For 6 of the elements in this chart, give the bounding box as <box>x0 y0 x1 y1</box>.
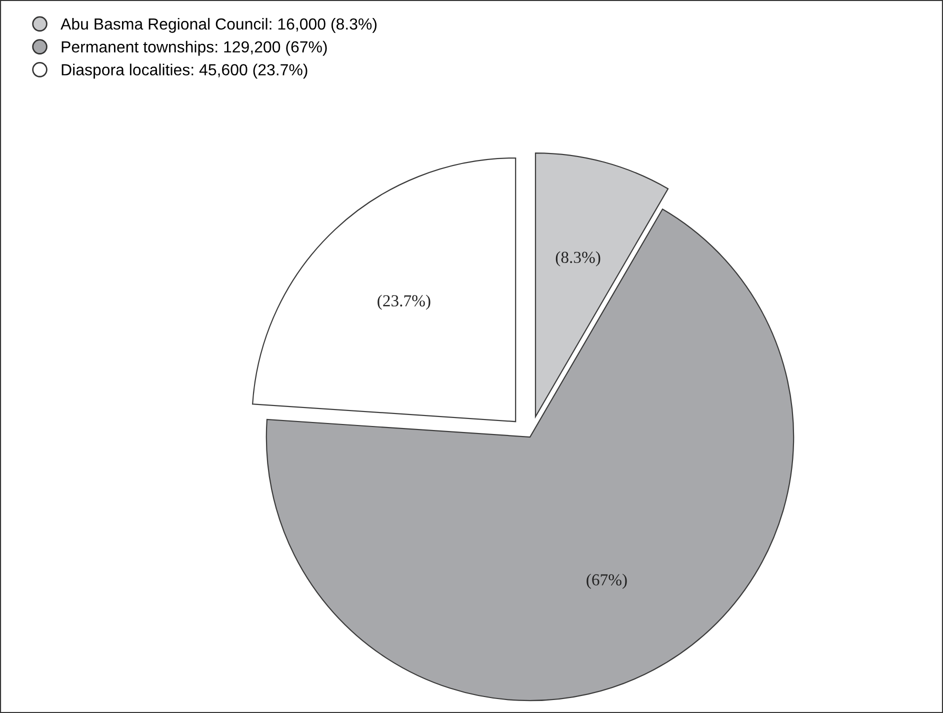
legend-label: Diaspora localities: 45,600 (23.7%) <box>62 64 308 79</box>
legend-label: Abu Basma Regional Council: 16,000 (8.3%) <box>60 18 377 33</box>
legend-label: Permanent townships: 129,200 (67%) <box>62 40 327 56</box>
data-label: (67%) <box>586 574 627 589</box>
data-label: (8.3%) <box>556 251 600 266</box>
data-label: (23.7%) <box>378 294 430 310</box>
